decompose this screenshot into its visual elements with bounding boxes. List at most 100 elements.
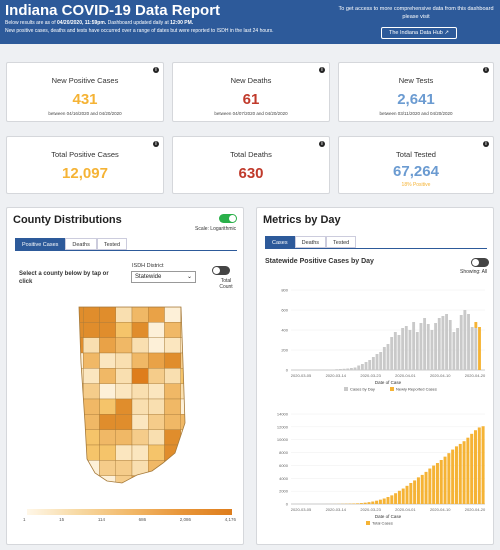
header-note: New positive cases, deaths and tests hav… <box>5 28 274 34</box>
card-label: New Positive Cases <box>51 76 119 85</box>
county-prompt: Select a county below by tap or click <box>19 271 109 285</box>
county-cell <box>83 322 100 338</box>
info-icon[interactable]: i <box>153 141 159 147</box>
county-cell <box>99 337 116 354</box>
county-cell <box>99 368 116 384</box>
bar <box>470 433 474 504</box>
x-axis-label: Date of Case <box>375 514 402 519</box>
bar <box>386 497 390 504</box>
county-cell <box>131 475 149 483</box>
county-cell <box>180 475 185 483</box>
chevron-down-icon: ⌄ <box>186 274 192 280</box>
color-legend-bar <box>27 509 232 515</box>
bar <box>481 426 485 504</box>
header-subtitle: Below results are as of 04/20/2020, 11:5… <box>5 19 335 35</box>
bar <box>434 323 438 370</box>
county-panel: County Distributions Scale: Logarithmic … <box>6 207 244 545</box>
bar <box>424 471 428 504</box>
y-tick-label: 2000 <box>279 489 289 494</box>
toggle-knob <box>213 267 220 274</box>
county-cell <box>83 352 100 369</box>
county-cell <box>164 383 181 400</box>
page-title: Indiana COVID-19 Data Report <box>5 2 221 19</box>
x-tick-label: 2020-03-23 <box>360 373 381 378</box>
showing-toggle[interactable] <box>471 258 489 267</box>
legend-swatch <box>366 521 370 525</box>
bar <box>382 347 386 370</box>
info-icon[interactable]: i <box>153 67 159 73</box>
county-cell <box>79 383 84 400</box>
card-value: 431 <box>72 91 98 108</box>
county-cell <box>79 475 84 483</box>
total-count-toggle[interactable] <box>212 266 230 275</box>
legend-tick: 1 <box>23 517 26 522</box>
bar <box>375 500 379 504</box>
bar <box>456 328 459 370</box>
info-icon[interactable]: i <box>319 67 325 73</box>
tab-positive-cases[interactable]: Positive Cases <box>15 238 66 250</box>
county-cell <box>115 460 133 476</box>
county-cell <box>99 398 116 415</box>
county-cell <box>131 398 149 415</box>
info-icon[interactable]: i <box>483 141 489 147</box>
county-cell <box>131 307 149 323</box>
updated-prefix: Below results are as of <box>5 20 57 26</box>
info-icon[interactable]: i <box>319 141 325 147</box>
tab-tested[interactable]: Tested <box>326 236 357 248</box>
county-cell <box>79 414 84 430</box>
bar <box>473 430 477 504</box>
tab-cases[interactable]: Cases <box>265 236 295 248</box>
county-cell <box>148 429 165 446</box>
tab-deaths[interactable]: Deaths <box>294 236 327 248</box>
county-cell <box>131 414 149 430</box>
log-scale-toggle[interactable] <box>219 214 237 223</box>
tab-tested[interactable]: Tested <box>96 238 128 250</box>
bar <box>382 498 386 504</box>
y-tick-label: 8000 <box>279 450 289 455</box>
bar <box>430 330 434 370</box>
district-select[interactable]: Statewide ⌄ <box>131 271 196 283</box>
county-cell <box>99 429 116 446</box>
x-tick-label: 2020-03-05 <box>291 373 312 378</box>
card-label: New Tests <box>398 76 434 85</box>
metrics-tabs: Cases Deaths Tested <box>265 236 357 248</box>
bar <box>368 360 372 370</box>
total-count-label: Total Count <box>219 278 233 290</box>
metrics-title: Metrics by Day <box>263 214 341 226</box>
county-cell <box>99 460 116 476</box>
county-cell <box>99 352 116 369</box>
tabs-divider <box>15 250 237 251</box>
bar <box>401 328 405 370</box>
county-cell <box>180 414 185 430</box>
county-cell <box>131 368 149 384</box>
x-tick-label: 2020-04-10 <box>430 373 451 378</box>
tab-deaths[interactable]: Deaths <box>65 238 97 250</box>
bar <box>467 314 470 370</box>
county-cell <box>83 414 100 430</box>
info-icon[interactable]: i <box>483 67 489 73</box>
daily-cases-chart: 0 200 400 600 800 2020-03-05 2020-03-14 2020-03… <box>281 288 486 392</box>
bar <box>357 365 361 370</box>
y-tick-label: 0 <box>286 368 289 373</box>
metrics-panel: Metrics by Day Cases Deaths Tested State… <box>256 207 494 545</box>
y-tick-label: 400 <box>281 328 288 333</box>
bar <box>371 501 375 504</box>
bar <box>451 449 455 504</box>
county-cell <box>131 429 149 446</box>
x-tick-label: 2020-03-23 <box>360 507 381 512</box>
x-tick-label: 2020-04-20 <box>465 373 486 378</box>
county-cell <box>83 383 100 400</box>
legend-tick: 114 <box>97 517 105 522</box>
bar <box>432 465 436 504</box>
card-value: 630 <box>238 165 264 182</box>
bar <box>478 327 481 370</box>
indiana-county-map[interactable] <box>67 303 197 493</box>
county-cell <box>180 444 185 461</box>
bar <box>353 367 357 370</box>
toggle-knob <box>229 215 236 222</box>
bar <box>338 369 342 370</box>
data-hub-button[interactable]: The Indiana Data Hub ↗ <box>381 27 457 39</box>
bar <box>474 322 478 328</box>
bar <box>435 463 439 504</box>
updated-date: 04/20/2020, 11:59pm. <box>56 20 107 26</box>
